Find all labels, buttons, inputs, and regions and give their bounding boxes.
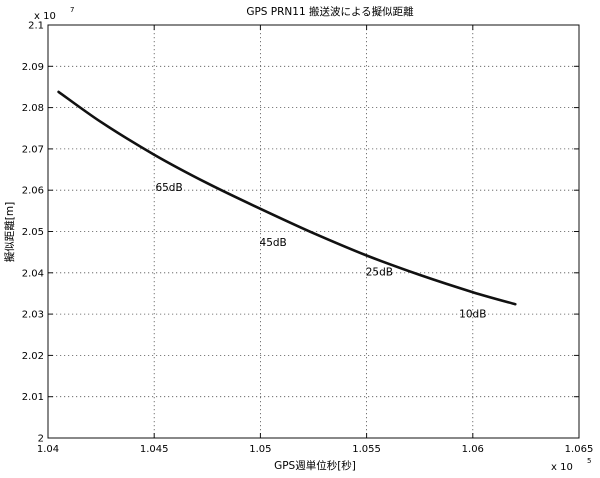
x-tick-label: 1.045 — [140, 444, 169, 455]
x-exponent-base: x 10 — [551, 462, 573, 473]
y-axis-label: 擬似距離[m] — [3, 202, 16, 262]
y-exponent: x 10 7 — [34, 6, 74, 22]
y-tick-label: 2 — [38, 434, 44, 445]
y-tick-label: 2.07 — [22, 144, 44, 155]
x-tick-label: 1.04 — [37, 444, 59, 455]
x-tick-label: 1.06 — [462, 444, 484, 455]
x-tick-labels: 1.04 1.045 1.05 1.055 1.06 1.065 — [37, 444, 593, 455]
x-tick-label: 1.065 — [565, 444, 594, 455]
annotations: 65dB 45dB 25dB 10dB — [155, 182, 486, 320]
y-tick-label: 2.06 — [22, 186, 44, 197]
y-exponent-base: x 10 — [34, 11, 56, 22]
y-tick-label: 2.05 — [22, 227, 44, 238]
x-tick-label: 1.055 — [352, 444, 381, 455]
x-axis-label: GPS週単位秒[秒] — [274, 459, 356, 472]
annotation-label: 10dB — [459, 308, 486, 320]
annotation-label: 65dB — [155, 182, 182, 194]
annotation-label: 45dB — [260, 237, 287, 249]
x-exponent: x 10 5 — [551, 457, 591, 473]
y-tick-label: 2.04 — [22, 268, 44, 279]
y-tick-label: 2.09 — [22, 62, 44, 73]
plot-frame — [47, 24, 580, 439]
series-line — [57, 90, 517, 306]
y-exponent-power: 7 — [70, 6, 74, 14]
y-tick-label: 2.02 — [22, 351, 44, 362]
grid-lines — [48, 25, 579, 438]
y-tick-label: 2.01 — [22, 392, 44, 403]
x-exponent-power: 5 — [587, 457, 591, 465]
annotation-label: 25dB — [366, 267, 393, 279]
y-tick-label: 2.1 — [28, 21, 44, 32]
y-tick-label: 2.08 — [22, 103, 44, 114]
tick-marks — [47, 24, 580, 439]
y-tick-label: 2.03 — [22, 310, 44, 321]
x-tick-label: 1.05 — [249, 444, 271, 455]
y-tick-labels: 2 2.01 2.02 2.03 2.04 2.05 2.06 2.07 2.08 2.09 2.1 — [22, 21, 44, 445]
chart-title: GPS PRN11 搬送波による擬似距離 — [246, 5, 414, 18]
